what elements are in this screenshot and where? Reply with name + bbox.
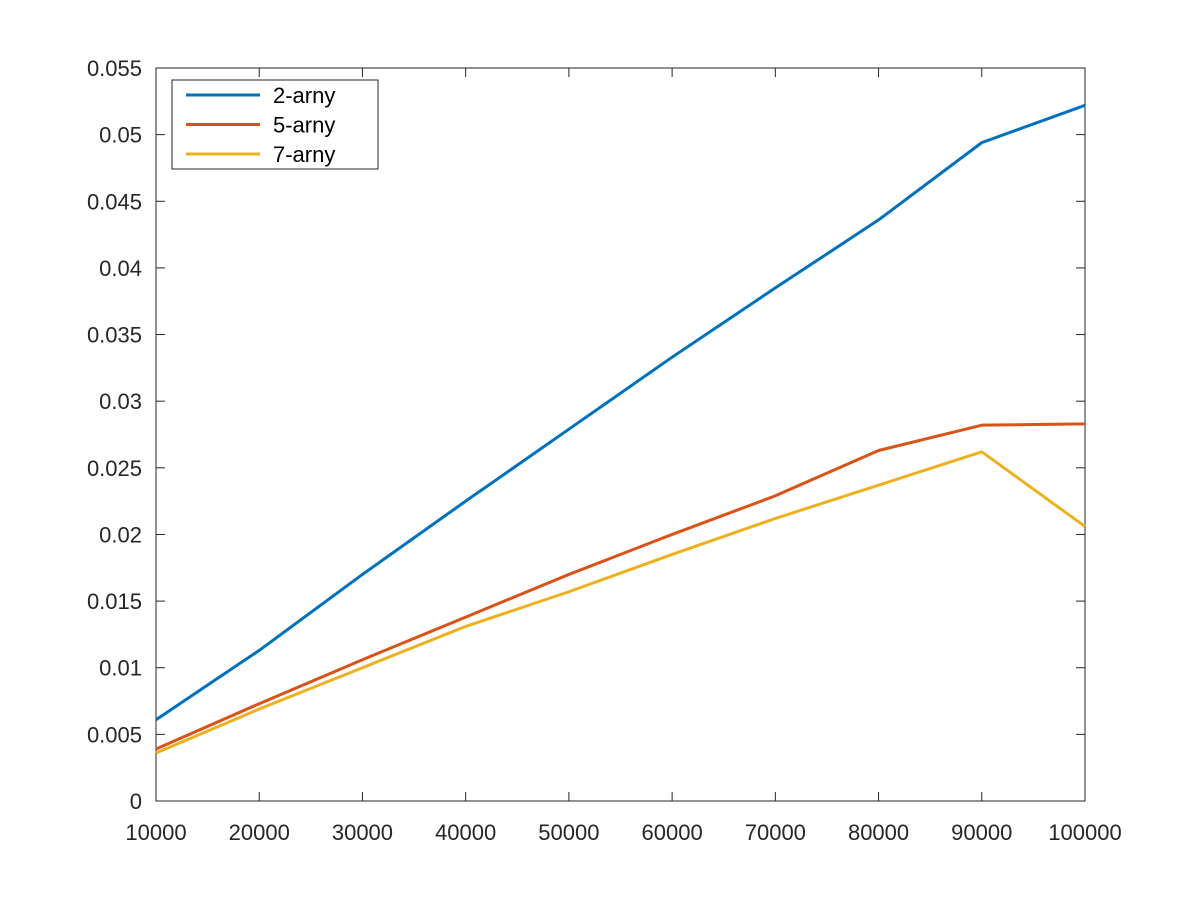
series-line-2-arny — [155, 103, 1086, 721]
y-tick-label: 0.01 — [99, 656, 142, 681]
y-tick-label: 0.02 — [99, 522, 142, 547]
y-tick-label: 0.035 — [87, 323, 142, 348]
y-tick-label: 0.05 — [99, 123, 142, 148]
x-tick-label: 10000 — [125, 820, 186, 845]
y-tick-label: 0.015 — [87, 589, 142, 614]
y-tick-label: 0.04 — [99, 256, 142, 281]
x-tick-label: 20000 — [229, 820, 290, 845]
y-tick-label: 0.045 — [87, 189, 142, 214]
x-tick-label: 50000 — [538, 820, 599, 845]
plot-area — [155, 67, 1086, 802]
legend-label: 7-arny — [273, 142, 335, 167]
x-axis: 10000 20000 30000 40000 50000 60000 70000 80000… — [125, 68, 1122, 845]
series-layer — [155, 103, 1086, 755]
y-tick-label: 0.03 — [99, 389, 142, 414]
legend-label: 2-arny — [273, 83, 335, 108]
plot-frame — [155, 67, 1086, 802]
series-line-5-arny — [155, 422, 1086, 751]
series-line-7-arny — [155, 450, 1086, 755]
y-axis: 0 0.005 0.01 0.015 0.02 0.025 0.03 0.035 0.04 0.0… — [87, 56, 1085, 814]
x-tick-label: 40000 — [435, 820, 496, 845]
x-tick-label: 100000 — [1048, 820, 1121, 845]
legend-label: 5-arny — [273, 113, 335, 138]
x-tick-label: 70000 — [745, 820, 806, 845]
x-tick-label: 60000 — [642, 820, 703, 845]
y-tick-label: 0.005 — [87, 722, 142, 747]
y-tick-label: 0 — [130, 789, 142, 814]
x-tick-label: 80000 — [848, 820, 909, 845]
y-tick-label: 0.025 — [87, 456, 142, 481]
legend: 2-arny 5-arny 7-arny — [171, 79, 379, 170]
y-tick-label: 0.055 — [87, 56, 142, 81]
x-tick-label: 90000 — [951, 820, 1012, 845]
x-tick-label: 30000 — [332, 820, 393, 845]
